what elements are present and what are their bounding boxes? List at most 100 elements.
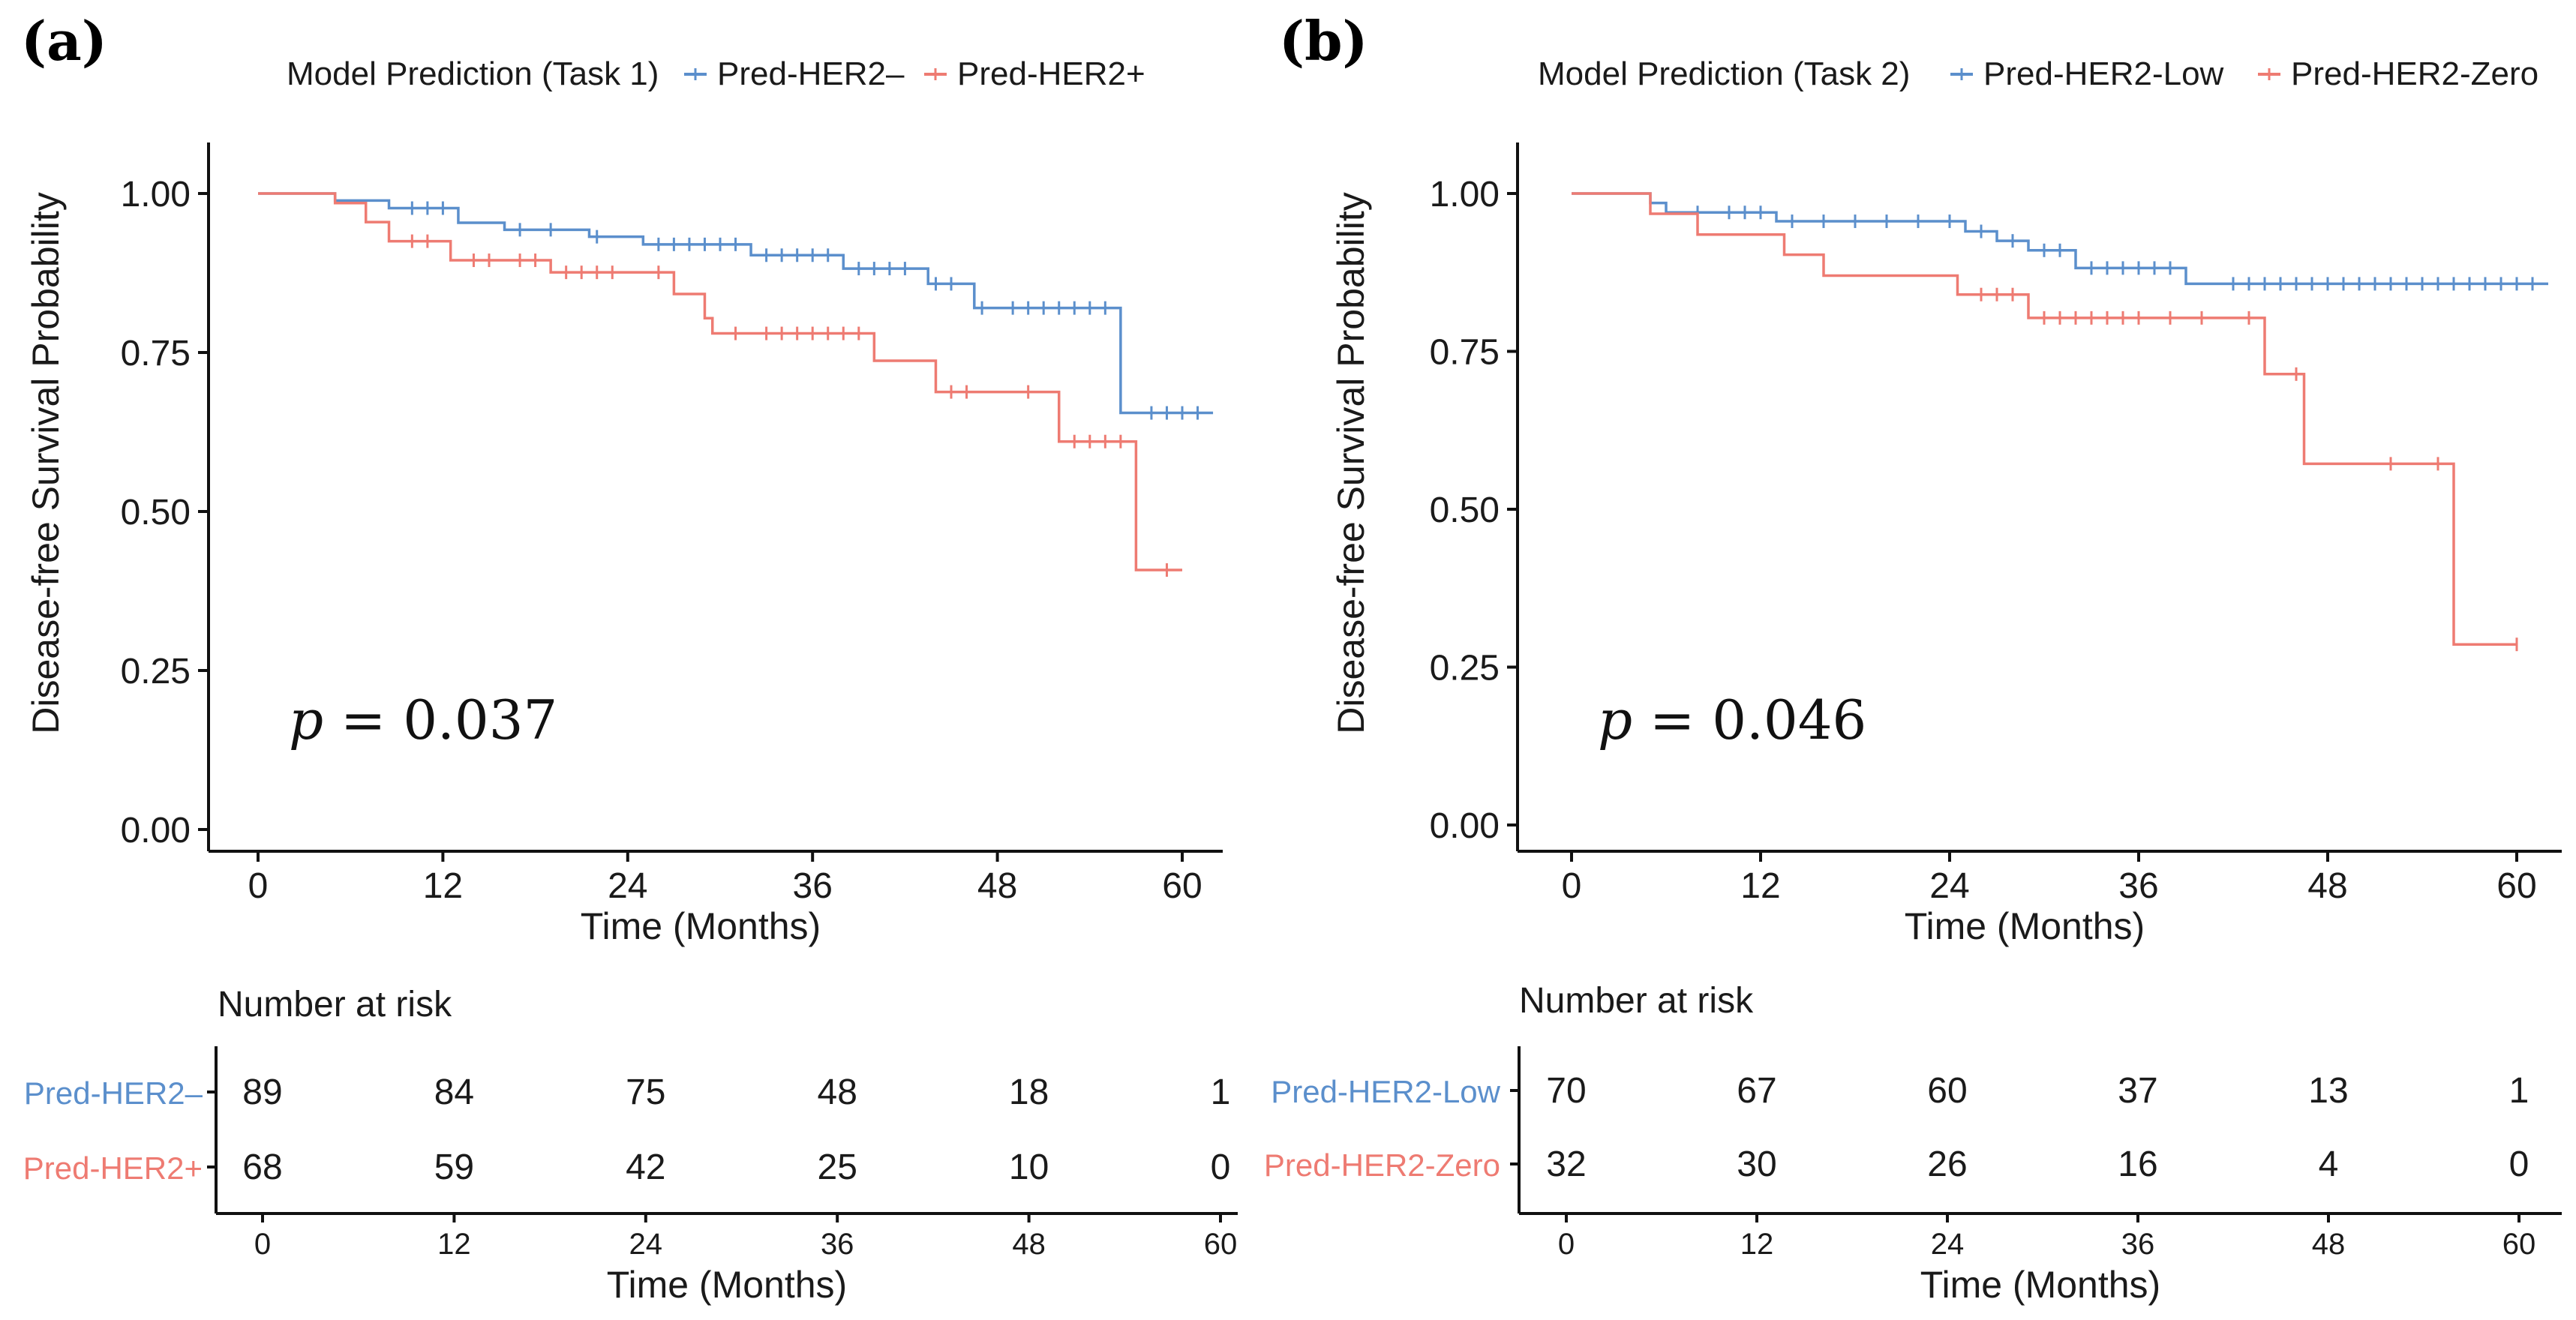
y-tick-label: 0.75 xyxy=(1430,333,1500,373)
risk-count: 60 xyxy=(1927,1071,1967,1111)
risk-count: 70 xyxy=(1546,1071,1586,1111)
risk-x-tick-label: 0 xyxy=(1558,1228,1575,1261)
risk-count: 32 xyxy=(1546,1144,1586,1184)
y-tick-label: 0.75 xyxy=(121,334,191,374)
risk-count: 68 xyxy=(242,1148,282,1187)
risk-count: 4 xyxy=(2319,1144,2339,1184)
legend-title: Model Prediction (Task 1) xyxy=(287,56,659,92)
y-axis-title: Disease-free Survival Probability xyxy=(1330,192,1372,734)
risk-count: 1 xyxy=(1211,1072,1231,1112)
risk-x-tick-label: 36 xyxy=(821,1228,854,1261)
y-tick-label: 0.50 xyxy=(1430,490,1500,530)
x-axis-title: Time (Months) xyxy=(581,905,821,947)
legend-label-2: Pred-HER2-Zero xyxy=(2291,56,2538,92)
y-tick-label: 1.00 xyxy=(1430,175,1500,214)
risk-count: 25 xyxy=(818,1148,857,1187)
risk-count: 67 xyxy=(1737,1071,1776,1111)
x-tick-label: 48 xyxy=(2307,866,2347,906)
y-tick-label: 0.00 xyxy=(1430,806,1500,846)
legend-title: Model Prediction (Task 2) xyxy=(1538,56,1910,92)
risk-x-axis-title: Time (Months) xyxy=(607,1264,847,1306)
risk-x-tick-label: 60 xyxy=(1204,1228,1238,1261)
risk-count: 1 xyxy=(2509,1071,2529,1111)
y-tick-label: 0.00 xyxy=(121,811,191,850)
x-tick-label: 24 xyxy=(1929,866,1969,906)
legend-label-1: Pred-HER2-Low xyxy=(1983,56,2224,92)
y-axis-title: Disease-free Survival Probability xyxy=(25,192,67,734)
p-value: p = 0.046 xyxy=(1598,688,1866,752)
legend-key-1 xyxy=(684,68,707,80)
x-tick-label: 36 xyxy=(793,866,833,906)
risk-count: 48 xyxy=(818,1072,857,1112)
legend-label-2: Pred-HER2+ xyxy=(957,56,1145,92)
series-2 xyxy=(258,192,1182,578)
risk-x-tick-label: 12 xyxy=(1740,1228,1774,1261)
y-tick-label: 0.50 xyxy=(121,493,191,532)
risk-count: 42 xyxy=(626,1148,665,1187)
risk-x-tick-label: 36 xyxy=(2121,1228,2155,1261)
panel-a: (a) Model Prediction (Task 1) Pred-HER2– Pr… xyxy=(21,9,1238,1306)
risk-count: 13 xyxy=(2308,1071,2348,1111)
risk-x-tick-label: 24 xyxy=(1931,1228,1965,1261)
panel-label: (b) xyxy=(1279,9,1368,73)
x-tick-label: 60 xyxy=(1162,866,1202,906)
survival-curve-1 xyxy=(1572,192,2548,286)
risk-count: 59 xyxy=(434,1148,474,1187)
x-tick-label: 36 xyxy=(2118,866,2158,906)
legend-key-2 xyxy=(2258,68,2280,80)
risk-count: 10 xyxy=(1009,1148,1049,1187)
panel-b: (b) Model Prediction (Task 2) Pred-HER2-Lo… xyxy=(1264,9,2562,1306)
risk-x-tick-label: 48 xyxy=(2312,1228,2346,1261)
risk-table-title: Number at risk xyxy=(1519,981,1754,1021)
risk-x-axis-title: Time (Months) xyxy=(1920,1264,2160,1306)
series-1 xyxy=(1572,192,2548,291)
legend: Model Prediction (Task 1) Pred-HER2– Pred-… xyxy=(287,56,1145,92)
survival-curve-2 xyxy=(258,192,1182,572)
x-tick-label: 0 xyxy=(248,866,269,906)
risk-count: 37 xyxy=(2118,1071,2157,1111)
risk-x-tick-label: 12 xyxy=(437,1228,471,1261)
x-tick-label: 12 xyxy=(423,866,463,906)
survival-curve-2 xyxy=(1572,192,2517,646)
risk-count: 75 xyxy=(626,1072,665,1112)
axes: 0.00 0.25 0.50 0.75 1.00 0 12 24 36 48 60 Time (Mon… xyxy=(25,142,1223,947)
p-value-number: = 0.037 xyxy=(323,688,557,752)
p-value-symbol: p xyxy=(289,688,323,752)
x-axis-title: Time (Months) xyxy=(1905,905,2145,947)
legend-key-1 xyxy=(1950,68,1973,80)
risk-count: 30 xyxy=(1737,1144,1776,1184)
legend-label-1: Pred-HER2– xyxy=(717,56,905,92)
risk-table: Number at risk Pred-HER2– 89 84 75 48 18 1 Pred-… xyxy=(23,985,1238,1306)
y-tick-label: 0.25 xyxy=(121,652,191,692)
axes: 0.00 0.25 0.50 0.75 1.00 0 12 24 36 48 60 Time (Mon… xyxy=(1330,142,2562,947)
risk-count: 89 xyxy=(242,1072,282,1112)
p-value: p = 0.037 xyxy=(289,688,557,752)
risk-x-tick-label: 60 xyxy=(2502,1228,2536,1261)
p-value-number: = 0.046 xyxy=(1632,688,1866,752)
x-tick-label: 60 xyxy=(2496,866,2536,906)
x-tick-label: 48 xyxy=(977,866,1017,906)
risk-x-tick-label: 24 xyxy=(629,1228,663,1261)
p-value-symbol: p xyxy=(1598,688,1632,752)
risk-row-label-2: Pred-HER2+ xyxy=(23,1150,203,1186)
risk-row-label-1: Pred-HER2-Low xyxy=(1271,1074,1500,1109)
risk-x-tick-label: 48 xyxy=(1012,1228,1046,1261)
y-tick-label: 0.25 xyxy=(1430,649,1500,688)
risk-count: 18 xyxy=(1009,1072,1049,1112)
risk-count: 0 xyxy=(1211,1148,1231,1187)
risk-row-label-1: Pred-HER2– xyxy=(24,1076,203,1111)
risk-table-title: Number at risk xyxy=(218,985,452,1024)
legend: Model Prediction (Task 2) Pred-HER2-Low Pr… xyxy=(1538,56,2538,92)
survival-curve-1 xyxy=(258,192,1214,415)
risk-count: 0 xyxy=(2509,1144,2529,1184)
risk-row-label-2: Pred-HER2-Zero xyxy=(1264,1148,1500,1183)
x-tick-label: 0 xyxy=(1562,866,1582,906)
x-tick-label: 12 xyxy=(1740,866,1780,906)
series-1 xyxy=(258,192,1214,420)
risk-count: 26 xyxy=(1927,1144,1967,1184)
risk-count: 16 xyxy=(2118,1144,2157,1184)
risk-table: Number at risk Pred-HER2-Low 70 67 60 37 13 1 Pr… xyxy=(1264,981,2562,1306)
risk-x-tick-label: 0 xyxy=(254,1228,271,1261)
panel-label: (a) xyxy=(21,9,107,73)
